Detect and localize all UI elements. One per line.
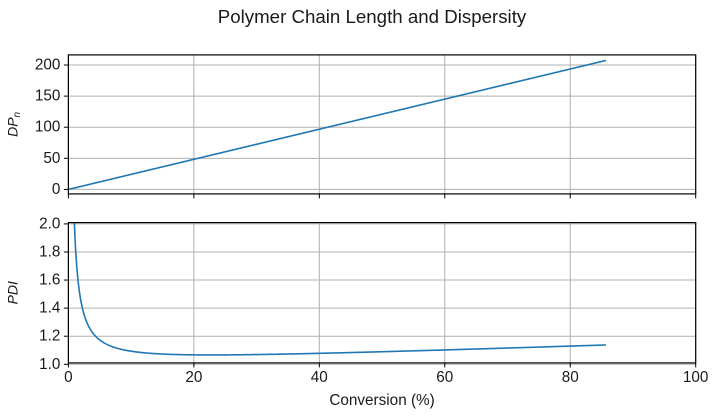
svg-text:100: 100 — [683, 369, 709, 386]
svg-text:0: 0 — [64, 369, 73, 386]
svg-text:1.8: 1.8 — [39, 243, 60, 260]
svg-text:1.6: 1.6 — [39, 272, 60, 289]
svg-text:PDI: PDI — [5, 281, 21, 304]
svg-text:200: 200 — [35, 57, 61, 74]
svg-text:Conversion (%): Conversion (%) — [329, 392, 434, 409]
svg-text:40: 40 — [311, 369, 328, 386]
svg-text:1.2: 1.2 — [39, 328, 60, 345]
svg-text:50: 50 — [43, 150, 60, 167]
svg-text:0: 0 — [52, 181, 61, 198]
svg-text:1.0: 1.0 — [39, 356, 60, 373]
svg-text:60: 60 — [436, 369, 453, 386]
svg-text:1.4: 1.4 — [39, 300, 61, 317]
svg-text:150: 150 — [35, 88, 61, 105]
svg-text:DPn: DPn — [5, 111, 23, 136]
svg-text:80: 80 — [562, 369, 579, 386]
svg-text:20: 20 — [185, 369, 202, 386]
svg-text:100: 100 — [35, 119, 61, 136]
svg-text:2.0: 2.0 — [39, 215, 60, 232]
